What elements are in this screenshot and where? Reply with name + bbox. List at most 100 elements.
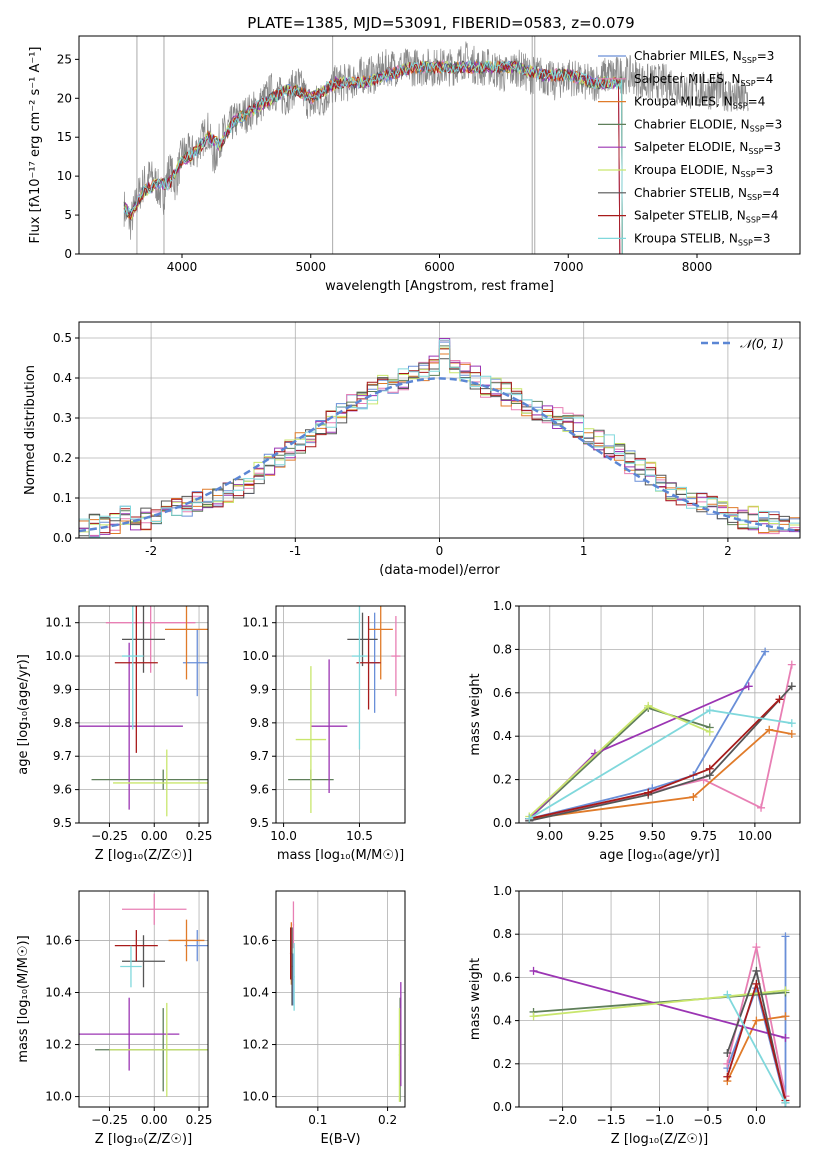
- mass-weight-marker: [781, 1098, 790, 1107]
- y-tick-label: 0.8: [493, 927, 512, 941]
- plot-area-weight_vs_Z: [529, 932, 790, 1107]
- y-tick-label: 0.2: [493, 1057, 512, 1071]
- mass-weight-marker: [787, 660, 796, 669]
- mass-weight-marker: [744, 682, 753, 691]
- mass-weight-marker: [752, 943, 761, 952]
- y-tick-label: 9.6: [53, 783, 72, 797]
- x-tick-label: 9.75: [690, 829, 717, 843]
- x-tick-label: 9.50: [639, 829, 666, 843]
- plot-area-age_vs_Z: [79, 606, 208, 817]
- y-tick-label: 10.1: [45, 616, 72, 630]
- mass-weight-line: [533, 989, 786, 1018]
- mass-weight-marker: [787, 719, 796, 728]
- y-tick-label: 0.4: [493, 1014, 512, 1028]
- y-tick-label: 25: [57, 52, 72, 66]
- x-tick-label: −0.25: [91, 829, 128, 843]
- mass-weight-marker: [705, 706, 714, 715]
- plot-area-spectrum: [123, 36, 749, 254]
- y-tick-label: 0.8: [493, 642, 512, 656]
- x-axis-label: Z [log₁₀(Z/Z☉)]: [95, 1132, 192, 1147]
- y-tick-label: 10.1: [242, 616, 269, 630]
- legend-entry: Chabrier STELIB, NSSP=4: [634, 186, 780, 202]
- x-axis-label: wavelength [Angstrom, rest frame]: [325, 279, 554, 294]
- y-tick-label: 9.8: [53, 716, 72, 730]
- legend-entry: Kroupa ELODIE, NSSP=3: [634, 163, 773, 179]
- x-tick-label: −0.5: [693, 1113, 722, 1127]
- x-tick-label: −1.5: [596, 1113, 625, 1127]
- legend-entry: Salpeter ELODIE, NSSP=3: [634, 140, 781, 156]
- observed-spectrum-line: [123, 41, 749, 240]
- mass-weight-marker: [752, 1016, 761, 1025]
- y-tick-label: 10.0: [242, 1090, 269, 1104]
- x-tick-label: 10.00: [738, 829, 772, 843]
- y-tick-label: 0.5: [53, 331, 72, 345]
- y-tick-label: 9.7: [53, 749, 72, 763]
- panel-weight_vs_Z: −2.0 −1.5 −1.0 −0.5 0.0 0.0 0.2 0.4 0.6 0.8 1.0 Z […: [468, 884, 801, 1147]
- legend-entry: Kroupa MILES, NSSP=4: [634, 95, 765, 111]
- mass-weight-marker: [752, 966, 761, 975]
- y-tick-label: 9.7: [250, 749, 269, 763]
- mass-weight-marker: [781, 986, 790, 995]
- mass-weight-marker: [781, 1012, 790, 1021]
- y-axis-label: Normed distribution: [23, 365, 38, 495]
- axes-frame: [518, 605, 801, 824]
- plot-area-residuals: [79, 338, 800, 538]
- x-axis-label: Z [log₁₀(Z/Z☉)]: [611, 1132, 708, 1147]
- axes-frame: [275, 890, 406, 1108]
- y-tick-label: 9.6: [250, 783, 269, 797]
- x-tick-label: 0.1: [308, 1113, 327, 1127]
- x-tick-label: 9.25: [588, 829, 615, 843]
- x-axis-label: age [log₁₀(age/yr)]: [599, 848, 720, 863]
- y-tick-label: 10.0: [45, 649, 72, 663]
- y-tick-label: 9.8: [250, 716, 269, 730]
- plot-area-age_vs_mass: [288, 606, 401, 813]
- x-tick-label: 4000: [167, 260, 198, 274]
- y-axis-label: mass weight: [468, 958, 483, 1040]
- y-tick-label: 0.4: [53, 371, 72, 385]
- y-tick-label: 10.6: [242, 933, 269, 947]
- legend-entry: Salpeter STELIB, NSSP=4: [634, 209, 778, 225]
- mass-weight-marker: [765, 725, 774, 734]
- x-tick-label: -2: [145, 544, 157, 558]
- y-tick-label: 10.6: [45, 933, 72, 947]
- panel-age_vs_mass: 10.0 10.5 9.5 9.6 9.7 9.8 9.9 10.0 10.1 mass [log…: [242, 605, 406, 863]
- mass-weight-marker: [775, 695, 784, 704]
- x-tick-label: 7000: [553, 260, 584, 274]
- y-tick-label: 0.1: [53, 491, 72, 505]
- x-axis-label: mass [log₁₀(M/M☉)]: [277, 848, 404, 863]
- x-tick-label: 2: [724, 544, 732, 558]
- x-tick-label: 10.5: [346, 829, 373, 843]
- mass-weight-marker: [529, 1012, 538, 1021]
- y-tick-label: 20: [57, 91, 72, 105]
- y-tick-label: 10.4: [45, 985, 72, 999]
- y-axis-label: age [log₁₀(age/yr)]: [16, 654, 31, 775]
- y-tick-label: 10.4: [242, 985, 269, 999]
- y-tick-label: 0.0: [53, 531, 72, 545]
- panel-age_vs_Z: −0.25 0.00 0.25 9.5 9.6 9.7 9.8 9.9 10.0 10.1 Z [l…: [16, 605, 212, 863]
- plot-area-mass_vs_Z: [79, 893, 208, 1097]
- mass-weight-marker: [723, 1049, 732, 1057]
- x-tick-label: 0.00: [141, 829, 168, 843]
- figure-title: PLATE=1385, MJD=53091, FIBERID=0583, z=0…: [247, 14, 634, 32]
- mass-weight-marker: [781, 932, 790, 941]
- gaussian-reference-line: [79, 377, 800, 533]
- x-tick-label: −1.0: [645, 1113, 674, 1127]
- x-axis-label: Z [log₁₀(Z/Z☉)]: [95, 848, 192, 863]
- mass-weight-marker: [752, 979, 761, 988]
- residual-histogram-line: [79, 339, 800, 538]
- y-tick-label: 15: [57, 130, 72, 144]
- panel-residuals: -2 -1 0 1 2 0.0 0.1 0.2 0.3 0.4 0.5 (data-model)/er…: [23, 321, 801, 578]
- y-tick-label: 10.0: [242, 649, 269, 663]
- x-tick-label: 10.0: [270, 829, 297, 843]
- mass-weight-marker: [644, 701, 653, 710]
- x-tick-label: 8000: [682, 260, 713, 274]
- y-tick-label: 0.0: [493, 816, 512, 830]
- y-tick-label: 0.6: [493, 686, 512, 700]
- y-tick-label: 0.2: [53, 451, 72, 465]
- spectrum-legend: Chabrier MILES, NSSP=3 Salpeter MILES, NS…: [598, 49, 782, 247]
- y-tick-label: 1.0: [493, 884, 512, 898]
- mass-weight-line: [726, 994, 787, 1104]
- y-tick-label: 10.2: [242, 1038, 269, 1052]
- x-tick-label: 9.00: [536, 829, 563, 843]
